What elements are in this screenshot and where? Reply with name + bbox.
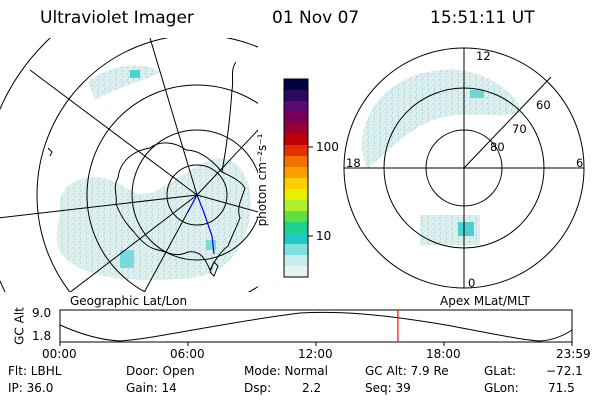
mlt-label-12: 12	[476, 49, 491, 63]
mlt-label-6: 6	[576, 156, 584, 170]
status-seq: Seq: 39	[365, 381, 411, 395]
geographic-map	[0, 38, 258, 292]
time-tick-1200: 12:00	[298, 347, 333, 361]
colorbar-band	[284, 90, 308, 102]
colorbar-band	[284, 255, 308, 267]
time-tick-0000: 00:00	[42, 347, 77, 361]
colorbar-band	[284, 79, 308, 91]
status-door: Door: Open	[126, 364, 195, 378]
altitude-ymax: 9.0	[32, 306, 52, 320]
colorbar-band	[284, 189, 308, 201]
status-filter: Flt: LBHL	[8, 364, 62, 378]
aurora-dayside-right	[361, 69, 522, 170]
aurora-dayside-left	[88, 65, 160, 100]
colorbar-band	[284, 167, 308, 179]
status-glat-label: GLat:	[484, 364, 517, 378]
status-gc-alt: GC Alt: 7.9 Re	[365, 364, 449, 378]
continent-outline	[114, 142, 246, 272]
time-label: 15:51:11 UT	[430, 8, 535, 28]
colorbar-band	[284, 233, 308, 245]
left-panel-caption: Geographic Lat/Lon	[70, 294, 188, 308]
colorbar-band	[284, 145, 308, 157]
colorbar-band	[284, 101, 308, 113]
mlat-label-70: 70	[512, 122, 527, 136]
colorbar-band	[284, 123, 308, 135]
colorbar-band	[284, 112, 308, 124]
magnetic-map	[343, 47, 585, 289]
instrument-title: Ultraviolet Imager	[40, 8, 194, 28]
altitude-axis-label: GC Alt	[12, 307, 27, 345]
mlat-label-80: 80	[490, 140, 505, 154]
status-ip: IP: 36.0	[8, 381, 54, 395]
colorbar-band	[284, 134, 308, 146]
colorbar-band	[284, 244, 308, 256]
colorbar-tick-10: 10	[316, 229, 332, 243]
time-tick-0600: 06:00	[170, 347, 205, 361]
status-dsp-value: 2.2	[302, 381, 322, 395]
altitude-ymin: 1.8	[32, 329, 52, 343]
colorbar	[284, 79, 308, 278]
status-mode: Mode: Normal	[244, 364, 328, 378]
mlt-label-0: 0	[468, 276, 476, 290]
colorbar-band	[284, 178, 308, 190]
status-gain: Gain: 14	[126, 381, 177, 395]
date-label: 01 Nov 07	[272, 8, 360, 28]
time-tick-1800: 18:00	[426, 347, 461, 361]
altitude-curve	[59, 311, 573, 342]
colorbar-unit-label: photon cm⁻²s⁻¹	[255, 133, 269, 227]
colorbar-band	[284, 200, 308, 212]
status-dsp-label: Dsp:	[244, 381, 272, 395]
mlt-label-18: 18	[346, 156, 361, 170]
colorbar-band	[284, 156, 308, 168]
colorbar-band	[284, 211, 308, 223]
status-glon-value: 71.5	[548, 381, 575, 395]
colorbar-band	[284, 266, 308, 278]
time-tick-2359: 23:59	[556, 347, 591, 361]
aurora-emission-left	[56, 158, 251, 281]
right-panel-caption: Apex MLat/MLT	[440, 294, 530, 308]
colorbar-band	[284, 222, 308, 234]
colorbar-frame	[283, 78, 309, 278]
status-glat-value: −72.1	[546, 364, 583, 378]
status-glon-label: GLon:	[484, 381, 519, 395]
altitude-plot	[59, 309, 573, 346]
colorbar-tick-100: 100	[316, 140, 339, 154]
mlat-label-60: 60	[536, 98, 551, 112]
